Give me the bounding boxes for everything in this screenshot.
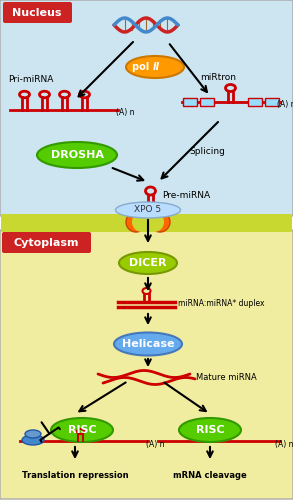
FancyBboxPatch shape	[0, 230, 293, 499]
FancyBboxPatch shape	[0, 0, 293, 216]
Text: Helicase: Helicase	[122, 339, 174, 349]
Text: pol: pol	[132, 62, 153, 72]
Bar	[265, 98, 279, 106]
Ellipse shape	[132, 212, 152, 232]
Text: miRtron: miRtron	[200, 74, 236, 82]
Text: Nucleus: Nucleus	[12, 8, 62, 18]
Ellipse shape	[119, 252, 177, 274]
Ellipse shape	[115, 202, 180, 218]
Ellipse shape	[37, 142, 117, 168]
FancyBboxPatch shape	[2, 232, 91, 253]
Ellipse shape	[126, 56, 184, 78]
Text: XPO 5: XPO 5	[134, 206, 161, 214]
Text: Pre-miRNA: Pre-miRNA	[162, 192, 210, 200]
Text: Cytoplasm: Cytoplasm	[13, 238, 79, 248]
Ellipse shape	[114, 332, 182, 355]
Text: DICER: DICER	[129, 258, 167, 268]
Bar	[1, 214, 292, 232]
FancyBboxPatch shape	[3, 2, 72, 23]
Text: mRNA cleavage: mRNA cleavage	[173, 472, 247, 480]
Bar	[248, 98, 262, 106]
Ellipse shape	[144, 212, 164, 232]
Text: (A) n: (A) n	[275, 440, 293, 448]
Ellipse shape	[22, 435, 44, 445]
Text: Splicing: Splicing	[189, 148, 225, 156]
Text: Translation repression: Translation repression	[22, 472, 128, 480]
Text: (A) n: (A) n	[116, 108, 134, 118]
Text: Pri-miRNA: Pri-miRNA	[8, 76, 53, 84]
Text: II: II	[153, 62, 160, 72]
Ellipse shape	[126, 212, 146, 232]
Ellipse shape	[150, 212, 170, 232]
Text: (A) n: (A) n	[146, 440, 164, 448]
Ellipse shape	[25, 430, 41, 438]
Ellipse shape	[51, 418, 113, 442]
Ellipse shape	[179, 418, 241, 442]
Bar	[183, 98, 197, 106]
Text: (A) n: (A) n	[277, 100, 293, 110]
Text: RISC: RISC	[68, 425, 96, 435]
Text: RISC: RISC	[196, 425, 224, 435]
Bar	[200, 98, 214, 106]
Text: Mature miRNA: Mature miRNA	[196, 372, 257, 382]
Text: miRNA:miRNA* duplex: miRNA:miRNA* duplex	[178, 300, 265, 308]
Text: DROSHA: DROSHA	[50, 150, 103, 160]
